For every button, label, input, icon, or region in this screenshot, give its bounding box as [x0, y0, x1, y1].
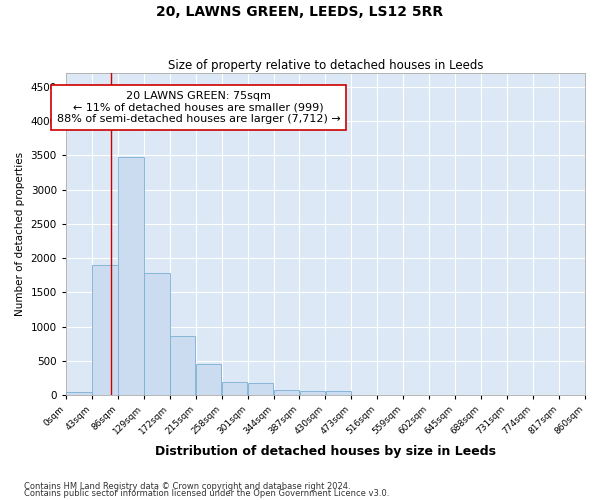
Text: 20 LAWNS GREEN: 75sqm
← 11% of detached houses are smaller (999)
88% of semi-det: 20 LAWNS GREEN: 75sqm ← 11% of detached …	[57, 91, 341, 124]
Bar	[222, 382, 247, 395]
Bar	[92, 265, 118, 395]
Title: Size of property relative to detached houses in Leeds: Size of property relative to detached ho…	[167, 59, 483, 72]
Text: Contains HM Land Registry data © Crown copyright and database right 2024.: Contains HM Land Registry data © Crown c…	[24, 482, 350, 491]
Bar	[196, 364, 221, 395]
Bar	[299, 391, 325, 395]
Bar	[144, 273, 170, 395]
Bar	[118, 156, 143, 395]
Bar	[248, 384, 274, 395]
Bar	[170, 336, 196, 395]
Y-axis label: Number of detached properties: Number of detached properties	[15, 152, 25, 316]
X-axis label: Distribution of detached houses by size in Leeds: Distribution of detached houses by size …	[155, 444, 496, 458]
Bar	[66, 392, 92, 395]
Bar	[326, 392, 351, 395]
Text: 20, LAWNS GREEN, LEEDS, LS12 5RR: 20, LAWNS GREEN, LEEDS, LS12 5RR	[157, 5, 443, 19]
Bar	[274, 390, 299, 395]
Text: Contains public sector information licensed under the Open Government Licence v3: Contains public sector information licen…	[24, 489, 389, 498]
